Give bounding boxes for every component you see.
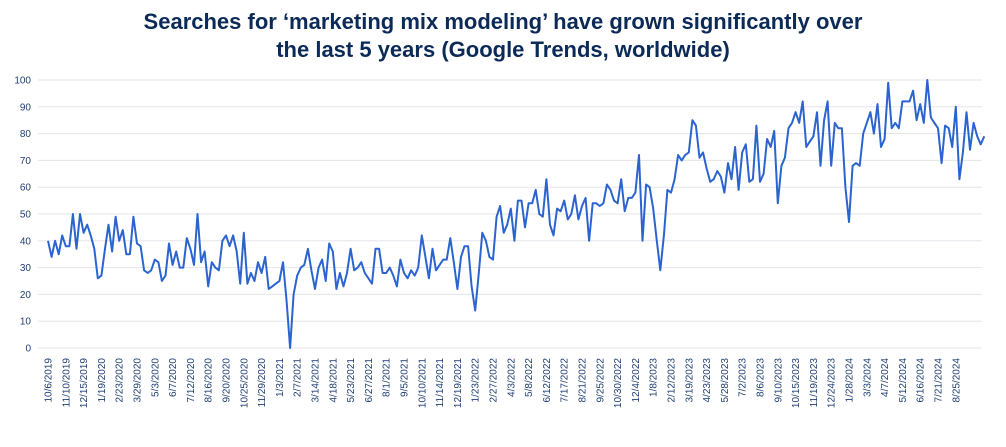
x-tick-label: 4/23/2023 [702, 358, 713, 403]
data-line [47, 79, 986, 349]
x-tick-label: 9/10/2023 [773, 358, 784, 403]
x-tick-label: 10/25/2020 [239, 358, 250, 408]
y-tick-label: 10 [20, 317, 32, 328]
x-tick-label: 10/15/2023 [791, 358, 802, 408]
x-tick-label: 1/23/2022 [471, 358, 482, 403]
y-tick-label: 100 [14, 76, 31, 87]
x-tick-label: 12/24/2023 [827, 358, 838, 408]
x-tick-label: 3/14/2021 [311, 358, 322, 403]
x-tick-label: 7/12/2020 [186, 358, 197, 403]
x-tick-label: 11/10/2019 [61, 358, 72, 408]
y-tick-label: 40 [20, 236, 32, 247]
x-tick-label: 3/19/2023 [684, 358, 695, 403]
x-tick-label: 1/28/2024 [845, 358, 856, 403]
y-tick-label: 70 [20, 156, 32, 167]
chart-title: Searches for ‘marketing mix modeling’ ha… [0, 8, 1006, 64]
x-tick-label: 8/6/2023 [756, 358, 767, 397]
y-tick-label: 30 [20, 263, 32, 274]
x-tick-label: 9/5/2021 [400, 358, 411, 397]
x-tick-label: 1/19/2020 [97, 358, 108, 403]
x-tick-label: 4/18/2021 [328, 358, 339, 403]
y-tick-label: 0 [25, 344, 31, 355]
x-tick-label: 1/8/2023 [649, 358, 660, 397]
x-tick-label: 5/3/2020 [150, 358, 161, 397]
chart-title-line-2: the last 5 years (Google Trends, worldwi… [276, 37, 730, 62]
x-tick-label: 2/7/2021 [293, 358, 304, 397]
x-tick-label: 12/15/2019 [79, 358, 90, 408]
x-tick-label: 2/23/2020 [115, 358, 126, 403]
x-tick-label: 6/7/2020 [168, 358, 179, 397]
x-tick-label: 6/27/2021 [364, 358, 375, 403]
x-tick-label: 7/17/2022 [560, 358, 571, 403]
x-tick-label: 11/29/2020 [257, 358, 268, 408]
x-tick-label: 8/16/2020 [204, 358, 215, 403]
x-tick-label: 5/8/2022 [524, 358, 535, 397]
x-tick-label: 9/20/2020 [222, 358, 233, 403]
x-tick-label: 7/21/2024 [934, 358, 945, 403]
x-tick-label: 10/10/2021 [417, 358, 428, 408]
x-tick-label: 1/3/2021 [275, 358, 286, 397]
x-tick-label: 7/2/2023 [738, 358, 749, 397]
x-tick-label: 5/28/2023 [720, 358, 731, 403]
x-tick-label: 11/19/2023 [809, 358, 820, 408]
x-tick-label: 5/12/2024 [898, 358, 909, 403]
x-tick-label: 5/23/2021 [346, 358, 357, 403]
y-tick-label: 90 [20, 102, 32, 113]
x-tick-label: 6/16/2024 [916, 358, 927, 403]
x-tick-label: 2/27/2022 [489, 358, 500, 403]
x-tick-label: 6/12/2022 [542, 358, 553, 403]
x-tick-label: 12/4/2022 [631, 358, 642, 403]
x-tick-label: 2/12/2023 [667, 358, 678, 403]
x-tick-label: 9/25/2022 [595, 358, 606, 403]
x-tick-label: 4/7/2024 [880, 358, 891, 397]
y-tick-label: 20 [20, 290, 32, 301]
x-tick-label: 3/29/2020 [133, 358, 144, 403]
y-tick-label: 80 [20, 129, 32, 140]
x-tick-label: 11/14/2021 [435, 358, 446, 408]
x-tick-label: 8/25/2024 [951, 358, 962, 403]
x-tick-label: 10/6/2019 [44, 358, 55, 403]
chart-title-line-1: Searches for ‘marketing mix modeling’ ha… [143, 9, 863, 34]
y-tick-label: 50 [20, 210, 32, 221]
x-tick-label: 8/21/2022 [578, 358, 589, 403]
y-tick-label: 60 [20, 183, 32, 194]
x-tick-label: 12/19/2021 [453, 358, 464, 408]
x-tick-label: 3/3/2024 [862, 358, 873, 397]
x-tick-label: 4/3/2022 [506, 358, 517, 397]
x-tick-label: 8/1/2021 [382, 358, 393, 397]
x-tick-label: 10/30/2022 [613, 358, 624, 408]
